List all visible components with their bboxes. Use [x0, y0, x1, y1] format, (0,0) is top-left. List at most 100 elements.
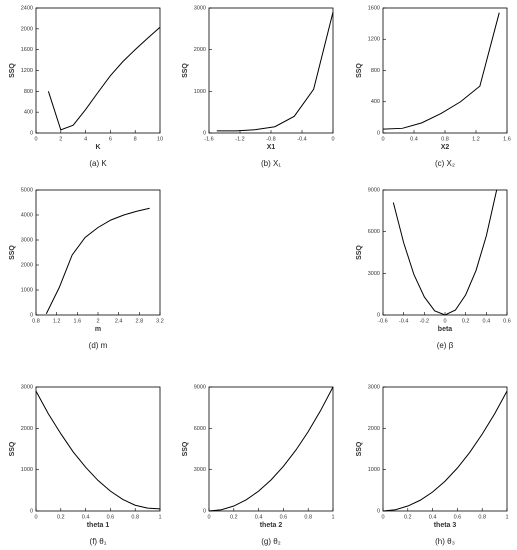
- caption: (g) θ₂: [261, 537, 281, 546]
- x-tick-label: 0.6: [280, 514, 288, 520]
- x-tick-label: 0.6: [503, 318, 511, 324]
- x-tick-label: 0.4: [82, 514, 90, 520]
- x-tick-label: 1.6: [74, 318, 82, 324]
- y-tick-label: 9000: [194, 384, 206, 390]
- y-axis-label: SSQ: [9, 245, 16, 260]
- y-tick-label: 4000: [21, 212, 33, 218]
- y-tick-label: 800: [24, 89, 33, 95]
- y-tick-label: 0: [30, 130, 33, 136]
- plot-frame: [208, 386, 334, 512]
- y-tick-label: 1000: [194, 89, 206, 95]
- plot-frame: [208, 7, 334, 134]
- y-tick-label: 6000: [368, 229, 380, 235]
- data-line: [45, 207, 150, 314]
- x-tick-label: -0.2: [420, 318, 429, 324]
- y-tick-label: 1200: [368, 37, 380, 43]
- x-tick-label: 0.6: [454, 514, 462, 520]
- y-tick-label: 400: [24, 110, 33, 116]
- y-axis-label: SSQ: [356, 245, 363, 260]
- x-tick-label: 1.2: [472, 136, 480, 142]
- x-tick-label: 0.8: [32, 318, 40, 324]
- x-tick-label: -0.4: [399, 318, 408, 324]
- x-axis-label: beta: [438, 326, 453, 333]
- caption: (f) θ₁: [90, 537, 107, 546]
- y-tick-label: 1600: [21, 47, 33, 53]
- y-tick-label: 2000: [21, 26, 33, 32]
- caption: (h) θ₃: [435, 537, 455, 546]
- x-tick-label: -0.8: [266, 136, 275, 142]
- x-tick-label: 0: [381, 514, 384, 520]
- y-tick-label: 0: [203, 508, 206, 514]
- data-line: [208, 386, 334, 512]
- x-axis-label: X2: [441, 144, 450, 151]
- data-line: [216, 12, 334, 132]
- y-tick-label: 2000: [21, 262, 33, 268]
- plot-frame: [35, 386, 161, 512]
- x-tick-label: 0: [443, 318, 446, 324]
- x-tick-label: 6: [109, 136, 112, 142]
- x-tick-label: 1: [505, 514, 508, 520]
- data-line: [47, 26, 161, 131]
- plot-frame: [35, 7, 161, 134]
- data-line: [382, 12, 500, 130]
- x-tick-label: 0: [381, 136, 384, 142]
- y-tick-label: 1600: [368, 5, 380, 11]
- x-axis-label: K: [95, 144, 100, 151]
- y-tick-label: 6000: [194, 426, 206, 432]
- data-line: [392, 189, 498, 316]
- x-tick-label: 0.2: [462, 318, 470, 324]
- x-tick-label: -0.4: [297, 136, 306, 142]
- x-tick-label: 0.8: [441, 136, 449, 142]
- y-tick-label: 0: [203, 130, 206, 136]
- x-tick-label: 2.8: [136, 318, 144, 324]
- x-tick-label: 0.2: [57, 514, 65, 520]
- y-tick-label: 5000: [21, 187, 33, 193]
- x-tick-label: -1.2: [235, 136, 244, 142]
- x-tick-label: 2.4: [115, 318, 123, 324]
- y-tick-label: 0: [377, 508, 380, 514]
- y-axis-label: SSQ: [182, 63, 189, 78]
- y-tick-label: 3000: [21, 384, 33, 390]
- y-tick-label: 1000: [368, 467, 380, 473]
- y-tick-label: 2000: [368, 426, 380, 432]
- y-tick-label: 3000: [21, 237, 33, 243]
- plot-frame: [382, 7, 508, 134]
- plot-frame: [382, 189, 508, 316]
- y-axis-label: SSQ: [9, 441, 16, 456]
- x-axis-label: m: [95, 326, 101, 333]
- y-axis-label: SSQ: [356, 441, 363, 456]
- caption: (d) m: [89, 341, 108, 350]
- y-axis-label: SSQ: [356, 63, 363, 78]
- x-tick-label: 8: [134, 136, 137, 142]
- y-axis-label: SSQ: [9, 63, 16, 78]
- y-tick-label: 0: [377, 130, 380, 136]
- y-tick-label: 9000: [368, 187, 380, 193]
- y-tick-label: 0: [30, 312, 33, 318]
- x-tick-label: 10: [157, 136, 163, 142]
- x-tick-label: 0.4: [483, 318, 491, 324]
- x-tick-label: 1.6: [503, 136, 511, 142]
- y-tick-label: 3000: [368, 384, 380, 390]
- x-tick-label: 2: [59, 136, 62, 142]
- x-tick-label: 0.4: [255, 514, 263, 520]
- caption: (a) K: [89, 159, 107, 168]
- x-tick-label: 0.6: [107, 514, 115, 520]
- x-axis-label: X1: [267, 144, 276, 151]
- x-tick-label: 0.2: [230, 514, 238, 520]
- caption: (b) X₁: [261, 159, 281, 168]
- y-tick-label: 1200: [21, 68, 33, 74]
- x-tick-label: 4: [84, 136, 87, 142]
- x-tick-label: 2: [96, 318, 99, 324]
- y-axis-label: SSQ: [182, 441, 189, 456]
- y-tick-label: 3000: [368, 271, 380, 277]
- y-tick-label: 2000: [194, 47, 206, 53]
- y-tick-label: 3000: [194, 5, 206, 11]
- x-tick-label: 0.8: [478, 514, 486, 520]
- x-axis-label: theta 1: [87, 522, 110, 529]
- y-tick-label: 400: [371, 99, 380, 105]
- data-line: [35, 390, 161, 510]
- x-tick-label: -1.6: [204, 136, 213, 142]
- x-axis-label: theta 2: [260, 522, 283, 529]
- y-tick-label: 3000: [194, 467, 206, 473]
